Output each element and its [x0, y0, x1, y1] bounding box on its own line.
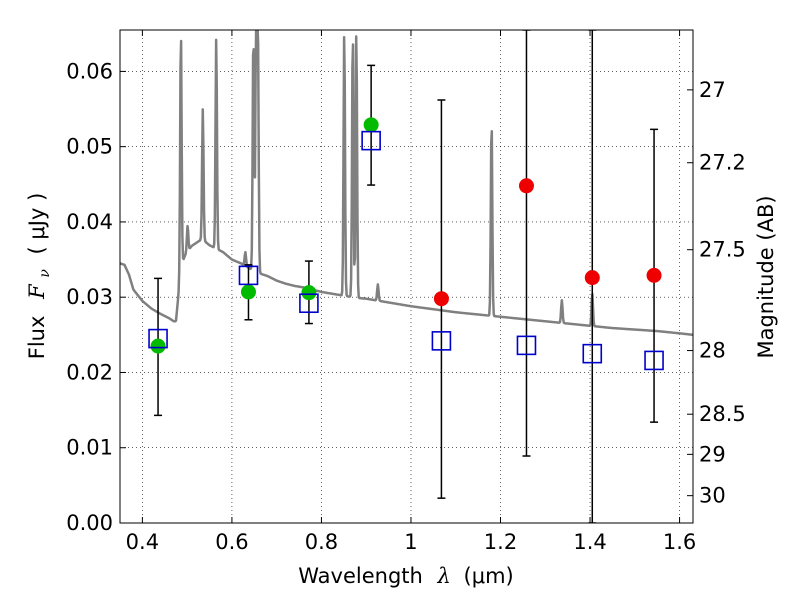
x-tick-label: 0.4 — [126, 530, 159, 554]
plot-background — [120, 30, 693, 523]
y-tick-label: 0.03 — [66, 285, 113, 309]
y-tick-label: 0.06 — [66, 59, 113, 83]
y-tick-label: 0.04 — [66, 210, 113, 234]
model-band-square — [361, 130, 381, 151]
y2-tick-label: 28 — [699, 339, 726, 363]
x-axis-label-symbol: λ — [437, 564, 451, 588]
observed-point-red — [518, 178, 534, 194]
y-axis-label-prefix: Flux — [25, 316, 49, 360]
x-tick-label: 0.6 — [215, 530, 248, 554]
y-tick-label: 0.01 — [66, 436, 113, 460]
plot-frame — [119, 29, 694, 524]
y-axis-label-symbol: F — [25, 283, 49, 300]
observed-point-red — [584, 270, 600, 286]
y2-tick-label: 30 — [699, 484, 726, 508]
x-tick-label: 1.6 — [663, 530, 696, 554]
x-axis-label-unit: (μm) — [464, 564, 514, 588]
observed-point-red — [646, 267, 662, 283]
y-tick-label: 0.02 — [66, 360, 113, 384]
y-axis-label: Flux F ν ( μJy ) — [25, 193, 54, 360]
y2-tick-label: 27 — [699, 78, 726, 102]
y2-axis-ticks: 27 27.2 27.5 28 28.5 29 30 — [687, 78, 746, 508]
observed-points — [150, 117, 662, 354]
model-band-square — [644, 350, 664, 371]
y2-tick-label: 27.2 — [699, 151, 746, 175]
observed-point-red — [433, 291, 449, 307]
model-band-square — [148, 328, 168, 349]
y-tick-label: 0.00 — [66, 511, 113, 535]
observed-point-green — [240, 284, 256, 300]
y2-axis-label: Magnitude (AB) — [754, 195, 778, 358]
model-band-square — [299, 293, 319, 314]
x-tick-label: 1 — [404, 530, 417, 554]
model-band-square — [582, 343, 603, 364]
y-axis-label-unit: ( μJy ) — [25, 193, 49, 255]
y2-tick-label: 28.5 — [699, 402, 746, 426]
x-axis-label-prefix: Wavelength — [298, 564, 423, 588]
observed-point-green — [301, 285, 317, 301]
x-axis-label: Wavelength λ (μm) — [298, 564, 513, 588]
y2-tick-label: 29 — [699, 442, 726, 466]
y-axis-ticks: 0.00 0.01 0.02 0.03 0.04 0.05 0.06 — [66, 59, 126, 535]
x-axis-ticks: 0.4 0.6 0.8 1 1.2 1.4 1.6 — [126, 30, 696, 554]
x-tick-label: 1.4 — [573, 530, 606, 554]
x-tick-label: 0.8 — [305, 530, 338, 554]
model-band-square — [431, 331, 452, 351]
model-band-square — [238, 265, 259, 286]
y-tick-label: 0.05 — [66, 135, 113, 159]
model-spectrum-line — [120, 30, 693, 337]
x-tick-label: 1.2 — [484, 530, 517, 554]
observed-point-green — [150, 338, 166, 354]
y-axis-label-subscript: ν — [37, 269, 53, 278]
model-band-square — [516, 335, 537, 356]
observed-point-green — [363, 117, 379, 133]
model-band-markers — [148, 130, 664, 371]
y2-tick-label: 27.5 — [699, 238, 746, 262]
